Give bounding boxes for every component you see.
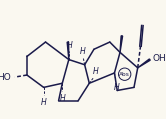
Polygon shape <box>67 42 69 60</box>
Text: H: H <box>67 41 72 50</box>
Text: Abs: Abs <box>119 72 130 77</box>
Text: H: H <box>80 47 85 56</box>
Text: H: H <box>114 82 120 92</box>
Polygon shape <box>120 36 123 52</box>
Polygon shape <box>138 59 150 68</box>
Text: OH: OH <box>152 54 166 63</box>
Text: HO: HO <box>0 73 11 82</box>
Text: H: H <box>59 94 65 103</box>
Text: H: H <box>41 98 46 107</box>
Text: H: H <box>92 67 98 76</box>
